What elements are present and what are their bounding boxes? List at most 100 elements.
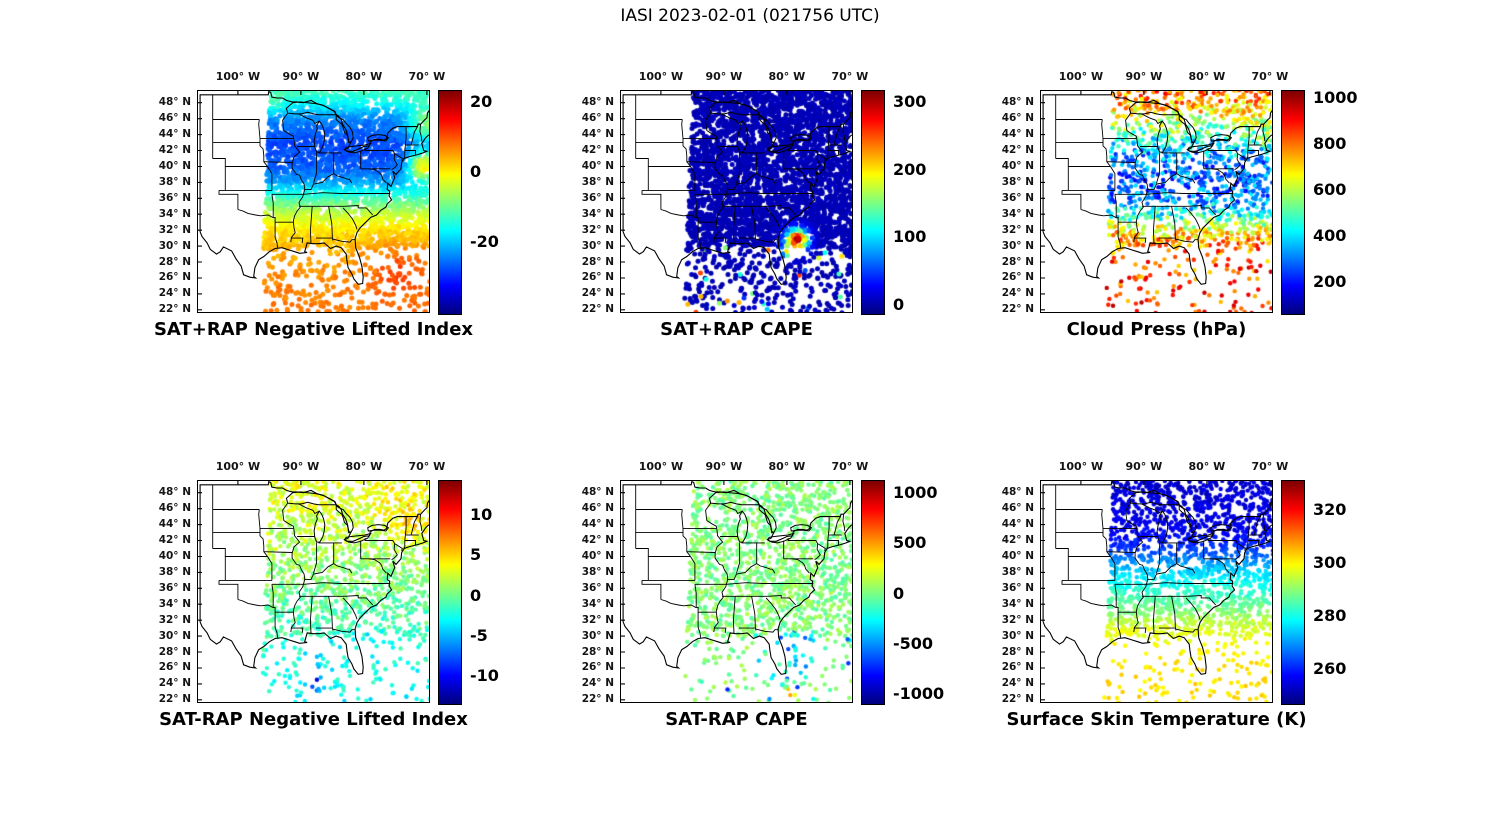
map-line	[1262, 124, 1266, 142]
panel-title: SAT+RAP CAPE	[660, 319, 813, 340]
satellite-swath-scatter	[1040, 90, 1273, 313]
map-line	[690, 556, 696, 581]
axes-frame	[620, 480, 853, 703]
map-line	[197, 480, 428, 701]
map-line	[342, 597, 358, 620]
map-line	[364, 148, 403, 162]
map-line	[842, 124, 846, 142]
lat-tick-label: 36° N	[581, 191, 614, 204]
lat-tick-label: 38° N	[158, 175, 191, 188]
map-line	[1246, 126, 1250, 159]
lat-tick-label: 24° N	[581, 287, 614, 300]
lon-tick-label: 100° W	[1058, 460, 1104, 473]
lat-tick-label: 22° N	[1001, 303, 1034, 316]
map-line	[1061, 190, 1082, 210]
lon-tick-label: 90° W	[705, 70, 743, 83]
map-line	[410, 516, 418, 536]
map-line	[833, 126, 841, 146]
lat-tick-label: 40° N	[158, 159, 191, 172]
map-line	[721, 113, 743, 125]
map-line	[199, 90, 430, 285]
lat-tick-label: 38° N	[1001, 565, 1034, 578]
map-line	[766, 142, 795, 154]
map-line	[332, 238, 356, 243]
satellite-swath-scatter	[620, 90, 853, 313]
map-line	[660, 209, 702, 248]
map-line	[694, 194, 697, 218]
map-line	[403, 516, 407, 549]
map-line	[368, 168, 387, 184]
lon-tick-label: 90° W	[282, 460, 320, 473]
lat-tick-label: 42° N	[1001, 534, 1034, 547]
map-line	[1234, 543, 1241, 560]
map-line	[267, 556, 273, 581]
map-line	[313, 542, 318, 574]
colorbar-tick-label: 1000	[1313, 88, 1358, 108]
us-state-map-outline	[197, 480, 430, 703]
map-line	[791, 168, 810, 184]
colorbar	[438, 480, 462, 705]
lat-tick-label: 48° N	[581, 486, 614, 499]
lat-tick-label: 28° N	[158, 645, 191, 658]
map-line	[391, 543, 398, 560]
map-line	[1152, 596, 1156, 634]
map-line	[681, 119, 691, 167]
lat-tick-label: 32° N	[1001, 613, 1034, 626]
map-line	[328, 596, 334, 631]
us-state-map-outline	[197, 90, 430, 313]
map-line	[298, 113, 320, 125]
map-line	[290, 627, 304, 633]
lat-tick-label: 30° N	[1001, 629, 1034, 642]
map-line	[681, 509, 691, 557]
lat-tick-label: 32° N	[1001, 223, 1034, 236]
map-line	[1133, 627, 1147, 633]
lat-tick-label: 48° N	[158, 486, 191, 499]
lat-tick-label: 24° N	[158, 677, 191, 690]
map-line	[787, 538, 826, 552]
lon-tick-label: 90° W	[282, 70, 320, 83]
lat-tick-label: 44° N	[581, 128, 614, 141]
map-line	[1141, 113, 1163, 125]
map-line	[1185, 207, 1201, 230]
map-line	[1207, 538, 1246, 552]
lat-tick-label: 40° N	[1001, 159, 1034, 172]
satellite-swath-scatter	[197, 480, 430, 703]
satellite-swath-scatter	[1040, 480, 1273, 703]
axes-frame	[197, 90, 430, 313]
lon-tick-label: 90° W	[705, 460, 743, 473]
map-line	[705, 112, 729, 243]
lat-tick-label: 30° N	[1001, 239, 1034, 252]
map-line	[1141, 503, 1163, 515]
map-line	[814, 153, 821, 170]
lat-tick-label: 24° N	[581, 677, 614, 690]
map-line	[367, 524, 390, 532]
us-state-map-outline	[1040, 90, 1273, 313]
map-line	[391, 153, 398, 170]
map-line	[212, 548, 268, 557]
map-line	[404, 150, 416, 156]
lat-tick-label: 36° N	[581, 581, 614, 594]
axes-frame	[197, 480, 430, 703]
map-line	[410, 126, 418, 146]
lat-tick-label: 40° N	[581, 159, 614, 172]
lat-tick-label: 32° N	[158, 223, 191, 236]
lat-tick-label: 36° N	[158, 581, 191, 594]
map-line	[1080, 209, 1122, 248]
satellite-swath-scatter	[197, 90, 430, 313]
map-line	[212, 158, 268, 167]
map-line	[1178, 114, 1197, 144]
map-line	[751, 596, 757, 631]
lat-tick-label: 30° N	[581, 629, 614, 642]
map-line	[1253, 126, 1261, 146]
lon-tick-label: 70° W	[1251, 460, 1289, 473]
map-line	[1246, 516, 1250, 549]
colorbar-tick-label: 600	[1313, 180, 1347, 199]
map-line	[736, 152, 741, 184]
map-line	[787, 148, 826, 162]
lat-tick-label: 34° N	[581, 597, 614, 610]
lat-tick-label: 42° N	[158, 534, 191, 547]
map-line	[1187, 595, 1217, 606]
map-line	[282, 502, 306, 633]
lon-tick-label: 80° W	[768, 70, 806, 83]
map-line	[641, 580, 662, 600]
